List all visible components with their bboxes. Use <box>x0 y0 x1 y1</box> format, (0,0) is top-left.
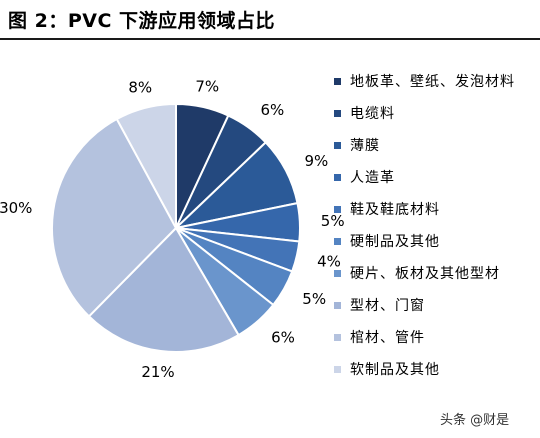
legend-swatch <box>334 173 341 181</box>
data-label-8: 30% <box>0 199 32 217</box>
data-label-7: 21% <box>141 363 174 381</box>
legend-swatch <box>334 109 341 117</box>
legend-swatch <box>334 77 341 85</box>
legend: 地板革、壁纸、发泡材料 电缆料薄膜人造革鞋及鞋底材料 硬制品及其他硬片、板材及其他型… <box>334 65 515 385</box>
data-label-3: 5% <box>321 212 345 230</box>
legend-item-3: 人造革 <box>334 161 515 193</box>
data-label-5: 5% <box>302 290 326 308</box>
data-label-4: 4% <box>317 253 341 271</box>
legend-label: 薄膜 <box>350 138 380 154</box>
legend-swatch <box>334 301 341 309</box>
watermark: 头条 @财是 <box>440 413 510 428</box>
legend-swatch <box>334 237 341 245</box>
legend-item-7: 型材、门窗 <box>334 289 515 321</box>
legend-item-2: 薄膜 <box>334 129 515 161</box>
legend-swatch <box>334 365 341 373</box>
data-label-0: 7% <box>195 77 219 95</box>
legend-label: 电缆料 <box>350 106 395 122</box>
legend-swatch <box>334 205 341 213</box>
legend-swatch <box>334 333 341 341</box>
legend-label: 鞋及鞋底材料 <box>350 202 440 218</box>
pie-slice-9 <box>115 102 177 229</box>
legend-item-4: 鞋及鞋底材料 <box>334 193 515 225</box>
chart-title: 图 2：PVC 下游应用领域占比 <box>8 10 276 32</box>
legend-swatch <box>334 141 341 149</box>
legend-item-5: 硬制品及其他 <box>334 225 515 257</box>
data-label-2: 9% <box>305 152 329 170</box>
legend-item-1: 电缆料 <box>334 97 515 129</box>
pie-slice-7 <box>87 226 240 353</box>
legend-swatch <box>334 269 341 277</box>
legend-label: 软制品及其他 <box>350 362 440 378</box>
data-label-6: 6% <box>271 328 295 346</box>
legend-item-0: 地板革、壁纸、发泡材料 <box>334 65 515 97</box>
legend-label: 地板革、壁纸、发泡材料 <box>350 74 515 90</box>
legend-label: 硬片、板材及其他型材 <box>350 266 500 282</box>
data-label-9: 8% <box>128 79 152 97</box>
data-label-1: 6% <box>261 101 285 119</box>
legend-item-9: 软制品及其他 <box>334 353 515 385</box>
legend-label: 棺材、管件 <box>350 330 425 346</box>
legend-label: 型材、门窗 <box>350 298 425 314</box>
legend-item-8: 棺材、管件 <box>334 321 515 353</box>
legend-label: 人造革 <box>350 170 395 186</box>
title-bar: 图 2：PVC 下游应用领域占比 <box>0 0 540 40</box>
pie-slice-8 <box>51 117 178 318</box>
legend-item-6: 硬片、板材及其他型材 <box>334 257 515 289</box>
legend-label: 硬制品及其他 <box>350 234 440 250</box>
